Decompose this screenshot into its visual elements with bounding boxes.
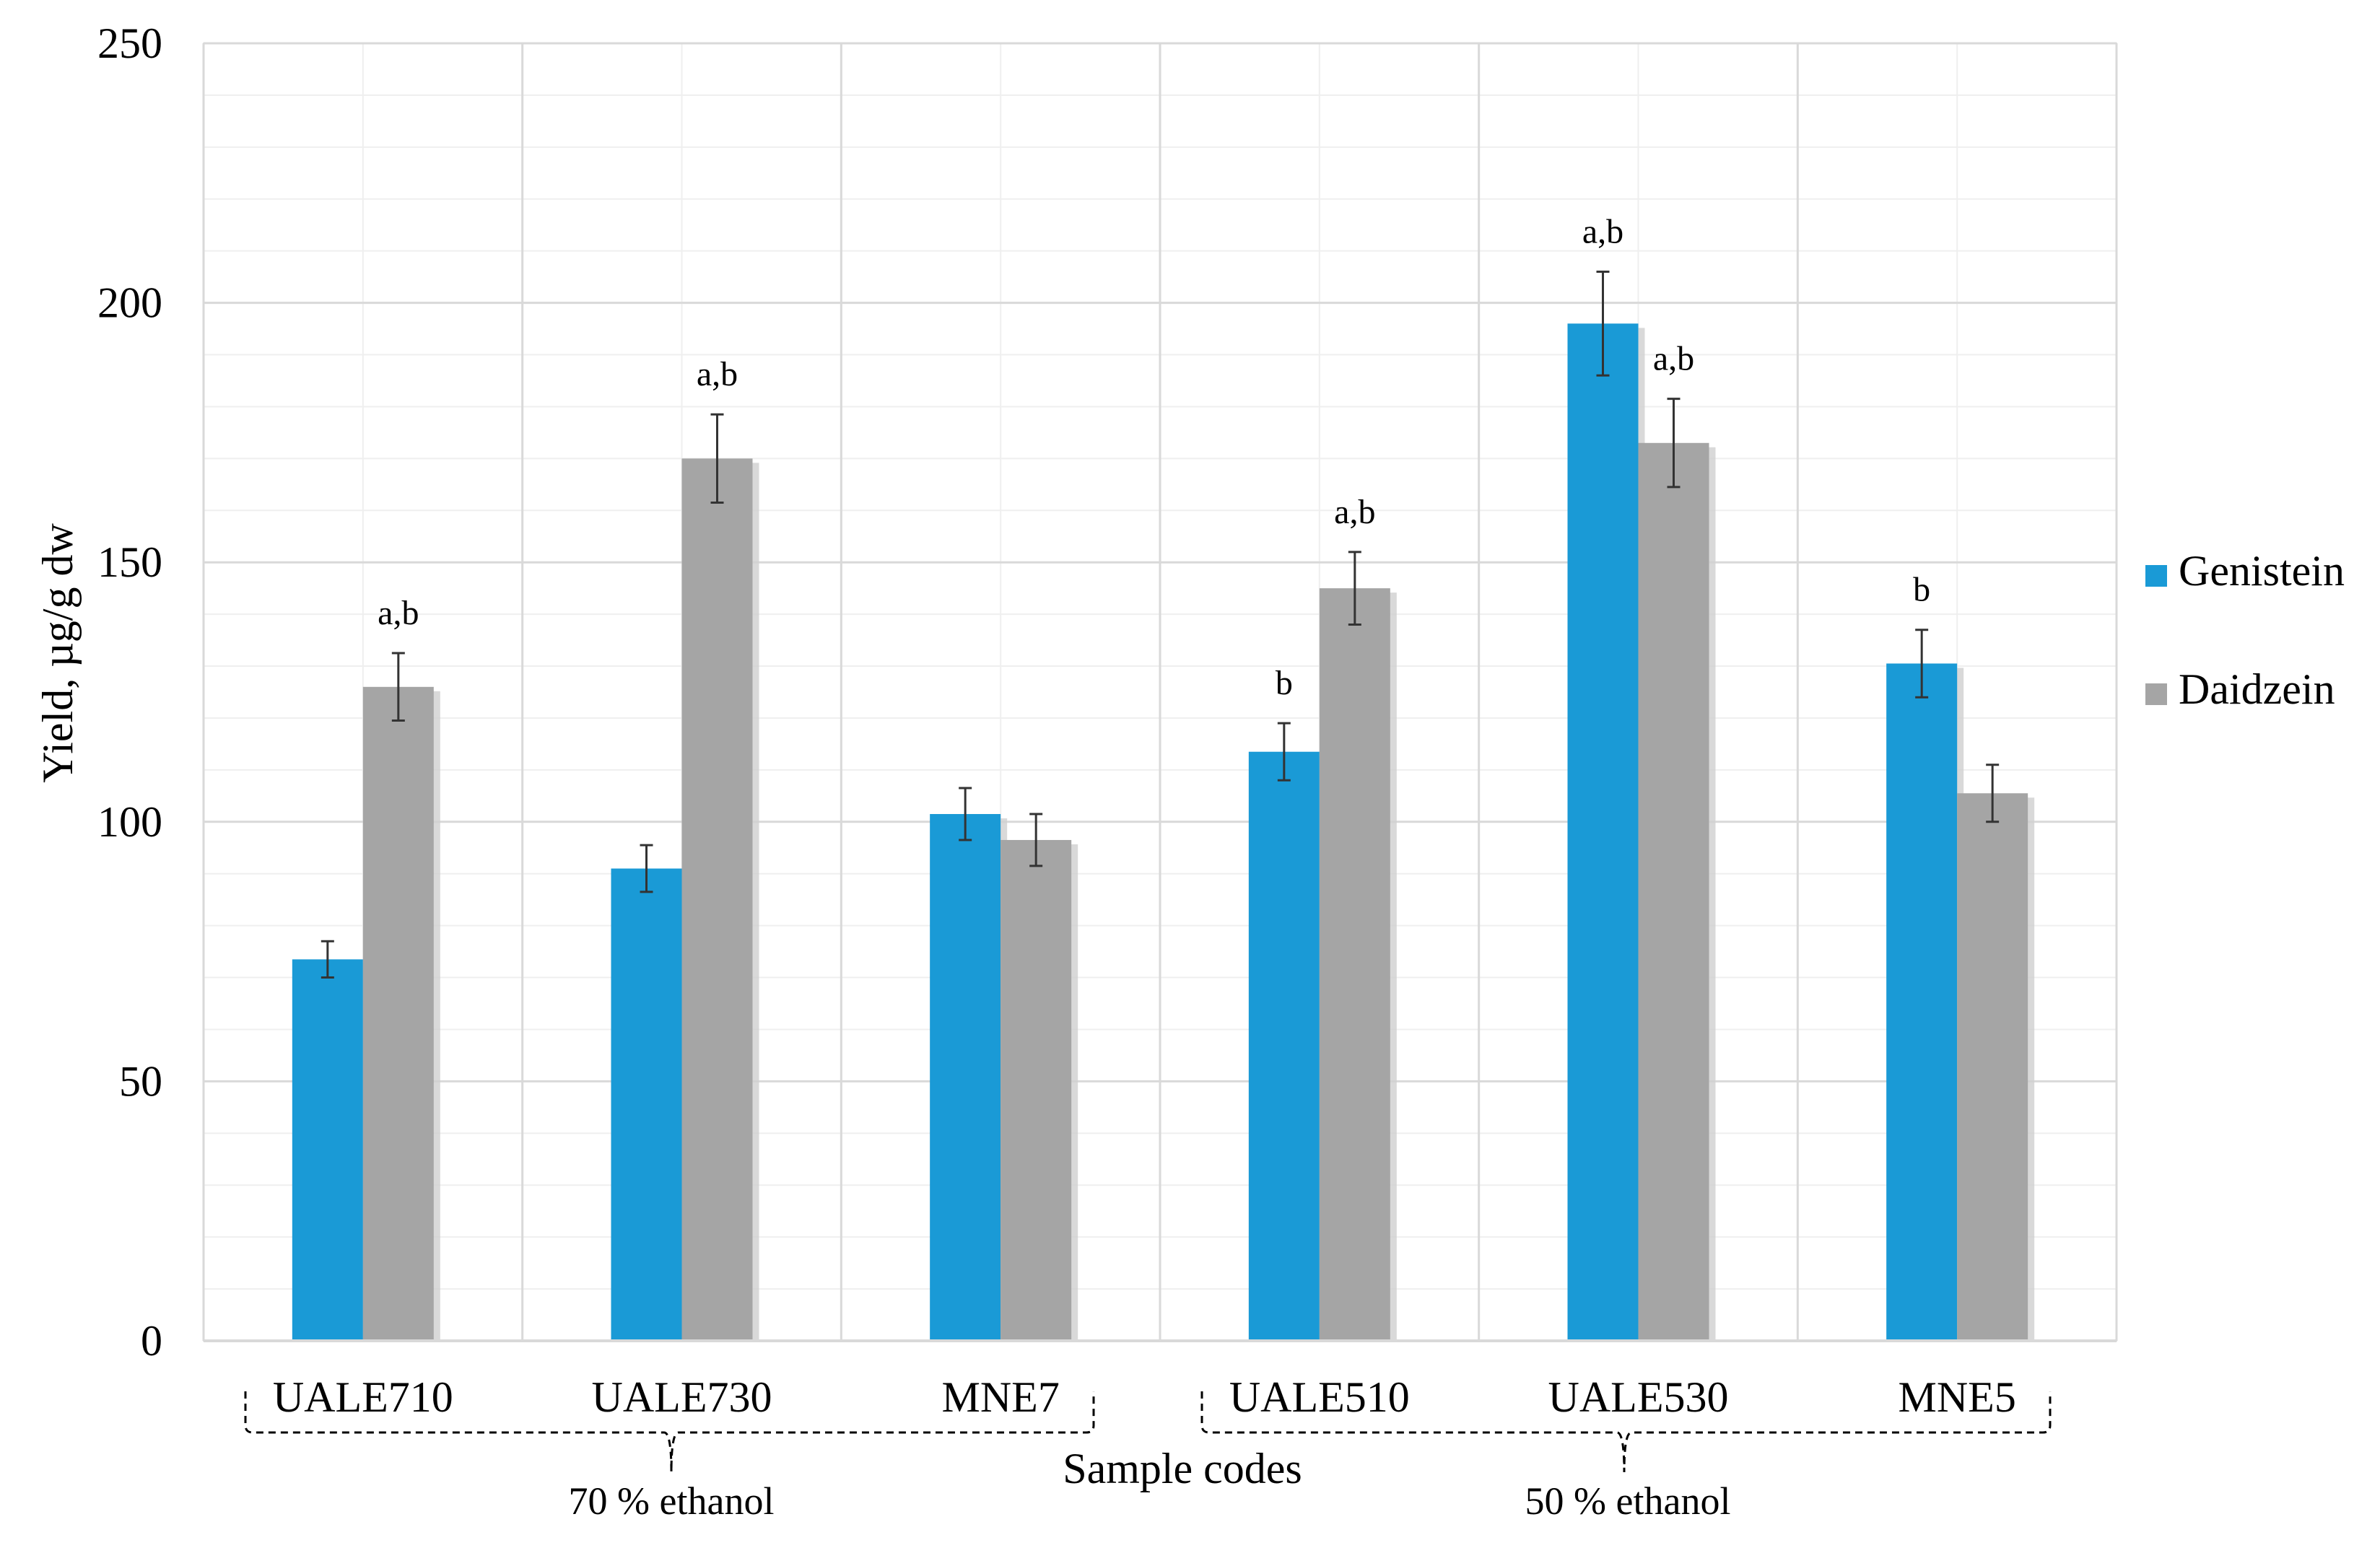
significance-label: b: [1913, 571, 1930, 609]
bar-daidzein: [1638, 442, 1709, 1342]
significance-label: a,b: [1334, 493, 1375, 531]
bar-daidzein: [1957, 793, 2028, 1341]
category-label: UALE710: [273, 1373, 453, 1421]
bar-daidzein: [1001, 839, 1072, 1341]
bar-genistein: [611, 868, 682, 1341]
bar-genistein: [292, 959, 363, 1341]
bar-genistein: [1886, 663, 1958, 1341]
significance-label: b: [1276, 664, 1293, 702]
significance-label: a,b: [1582, 212, 1623, 250]
category-label: MNE7: [941, 1373, 1059, 1421]
bar-daidzein: [362, 686, 434, 1341]
group-brace: [1200, 1391, 2052, 1473]
y-tick-label: 200: [97, 279, 162, 327]
category-label: UALE730: [592, 1373, 772, 1421]
bar-genistein: [1248, 751, 1320, 1341]
legend-swatch-daidzein: [2145, 683, 2167, 705]
group-label: 50 % ethanol: [1525, 1479, 1731, 1523]
category-label: UALE510: [1229, 1373, 1410, 1421]
group-brace: [244, 1391, 1095, 1473]
category-label: MNE5: [1898, 1373, 2015, 1421]
legend-label-daidzein: Daidzein: [2179, 665, 2335, 713]
y-tick-label: 0: [141, 1317, 162, 1365]
bar-genistein: [930, 814, 1001, 1341]
bar-genistein: [1567, 323, 1639, 1341]
bars: [292, 270, 2035, 1342]
significance-label: a,b: [697, 355, 738, 393]
group-label: 70 % ethanol: [569, 1479, 775, 1523]
significance-label: a,b: [378, 594, 419, 632]
y-tick-label: 50: [119, 1057, 162, 1105]
x-axis-title: Sample codes: [1063, 1445, 1302, 1492]
y-tick-label: 100: [97, 798, 162, 846]
grid: [202, 42, 2118, 1342]
legend-swatch-genistein: [2145, 565, 2167, 587]
y-tick-label: 150: [97, 538, 162, 586]
y-axis-title: Yield, µg/g dw: [34, 523, 82, 783]
bar-daidzein: [681, 458, 753, 1341]
bar-daidzein: [1319, 588, 1390, 1342]
legend-label-genistein: Genistein: [2179, 547, 2345, 595]
labels: b a,b b a,b a,b a,b a,b 0 50 100 150 200 250 UALE710 U…: [97, 19, 2052, 1523]
y-tick-label: 250: [97, 19, 162, 67]
legend: Genistein Daidzein: [2145, 547, 2345, 713]
category-label: UALE530: [1548, 1373, 1729, 1421]
significance-label: a,b: [1653, 340, 1694, 378]
